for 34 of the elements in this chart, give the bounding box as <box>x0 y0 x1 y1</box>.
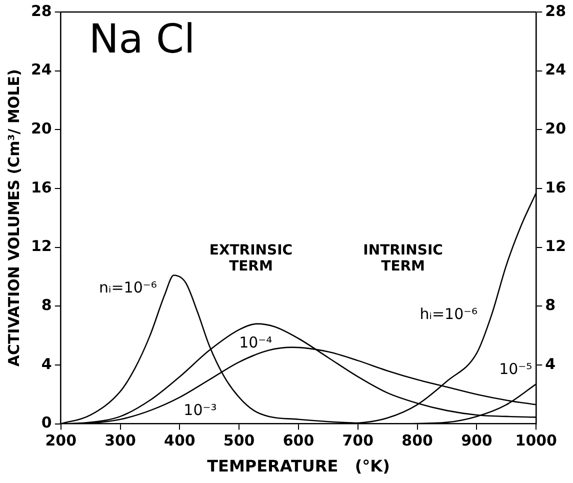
chart-title: Na Cl <box>88 16 196 62</box>
y-tick-label: 24 <box>31 60 52 79</box>
x-tick-label: 600 <box>282 432 314 450</box>
y-tick-label: 8 <box>41 296 52 314</box>
x-tick-label: 500 <box>223 432 255 450</box>
series-label: 10⁻⁵ <box>499 360 532 378</box>
y-tick-label: 20 <box>31 120 52 138</box>
y-tick-label: 12 <box>31 237 52 256</box>
y-tick-label: 28 <box>31 2 52 20</box>
x-axis-title: TEMPERATURE (°K) <box>207 456 390 476</box>
series-label: nᵢ=10⁻⁶ <box>99 278 157 296</box>
x-tick-label: 400 <box>164 432 196 450</box>
x-tick-label: 700 <box>342 432 374 450</box>
series-label: hᵢ=10⁻⁶ <box>420 304 478 323</box>
y-tick-label: 4 <box>41 354 52 373</box>
y2-tick-label: 20 <box>545 120 566 138</box>
x-tick-label: 800 <box>402 432 433 450</box>
x-tick-label: 300 <box>104 432 136 450</box>
y-tick-label: 16 <box>31 178 52 196</box>
y2-tick-label: 12 <box>545 237 566 256</box>
series-label: 10⁻³ <box>184 401 217 420</box>
y2-tick-label: 28 <box>545 2 566 20</box>
annotation: INTRINSIC TERM <box>363 242 443 275</box>
x-tick-label: 900 <box>461 432 492 450</box>
y2-tick-label: 16 <box>545 178 566 196</box>
y2-tick-label: 4 <box>545 354 556 373</box>
y2-tick-label: 24 <box>545 60 566 79</box>
x-tick-label: 200 <box>45 432 77 450</box>
series-label: 10⁻⁴ <box>239 334 272 352</box>
x-tick-label: 1000 <box>515 432 557 450</box>
y-axis-title: ACTIVATION VOLUMES (Cm³/ MOLE) <box>4 69 23 367</box>
y2-tick-label: 8 <box>545 296 556 314</box>
y-tick-label: 0 <box>41 414 52 432</box>
annotation: EXTRINSIC TERM <box>209 242 293 275</box>
